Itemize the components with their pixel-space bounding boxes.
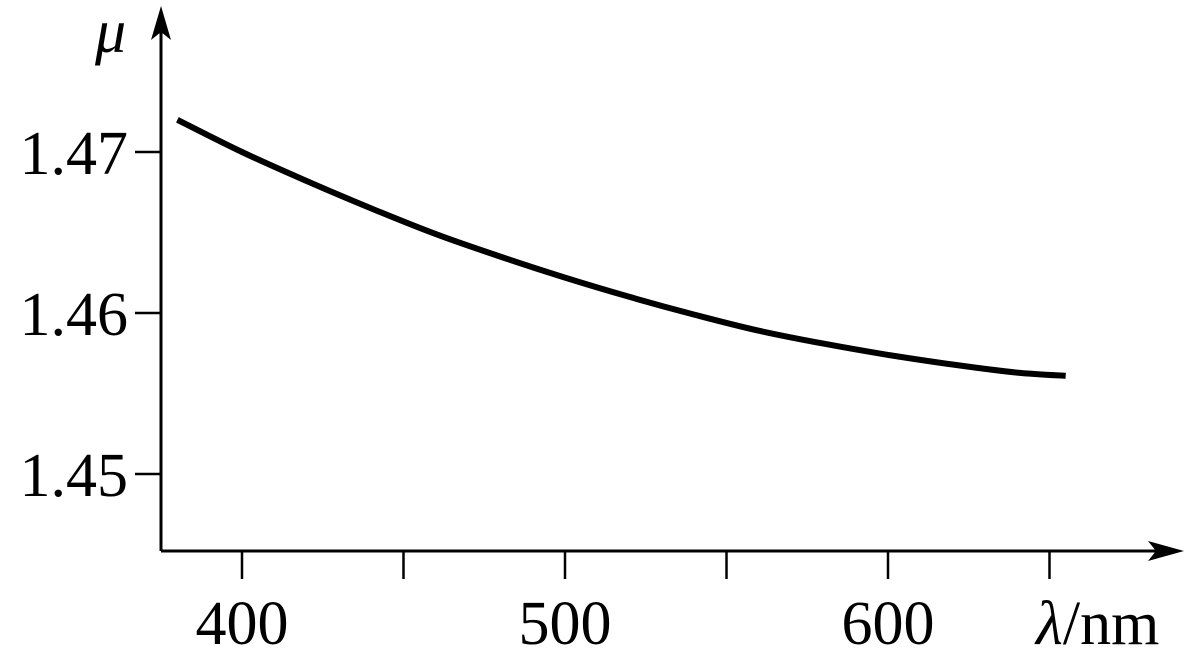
x-axis-symbol: λ <box>1034 590 1063 651</box>
axes <box>151 6 1184 561</box>
y-axis-label: μ <box>94 0 126 66</box>
tick-labels: 400 500 600 1.45 1.46 1.47 <box>20 120 935 651</box>
x-tick-label-500: 500 <box>519 590 612 651</box>
y-axis-arrow <box>151 6 171 40</box>
series-layer <box>176 117 1066 379</box>
series-line-0 <box>176 117 1066 379</box>
x-axis-label: λ/nm <box>1034 590 1159 651</box>
x-tick-label-600: 600 <box>842 590 935 651</box>
x-axis-unit: /nm <box>1063 590 1159 651</box>
ticks <box>135 150 1051 579</box>
y-tick-label-1.46: 1.46 <box>20 281 129 349</box>
y-tick-label-1.45: 1.45 <box>20 442 129 510</box>
y-tick-label-1.47: 1.47 <box>20 120 129 188</box>
x-axis-arrow <box>1148 541 1184 561</box>
x-tick-label-400: 400 <box>196 590 289 651</box>
